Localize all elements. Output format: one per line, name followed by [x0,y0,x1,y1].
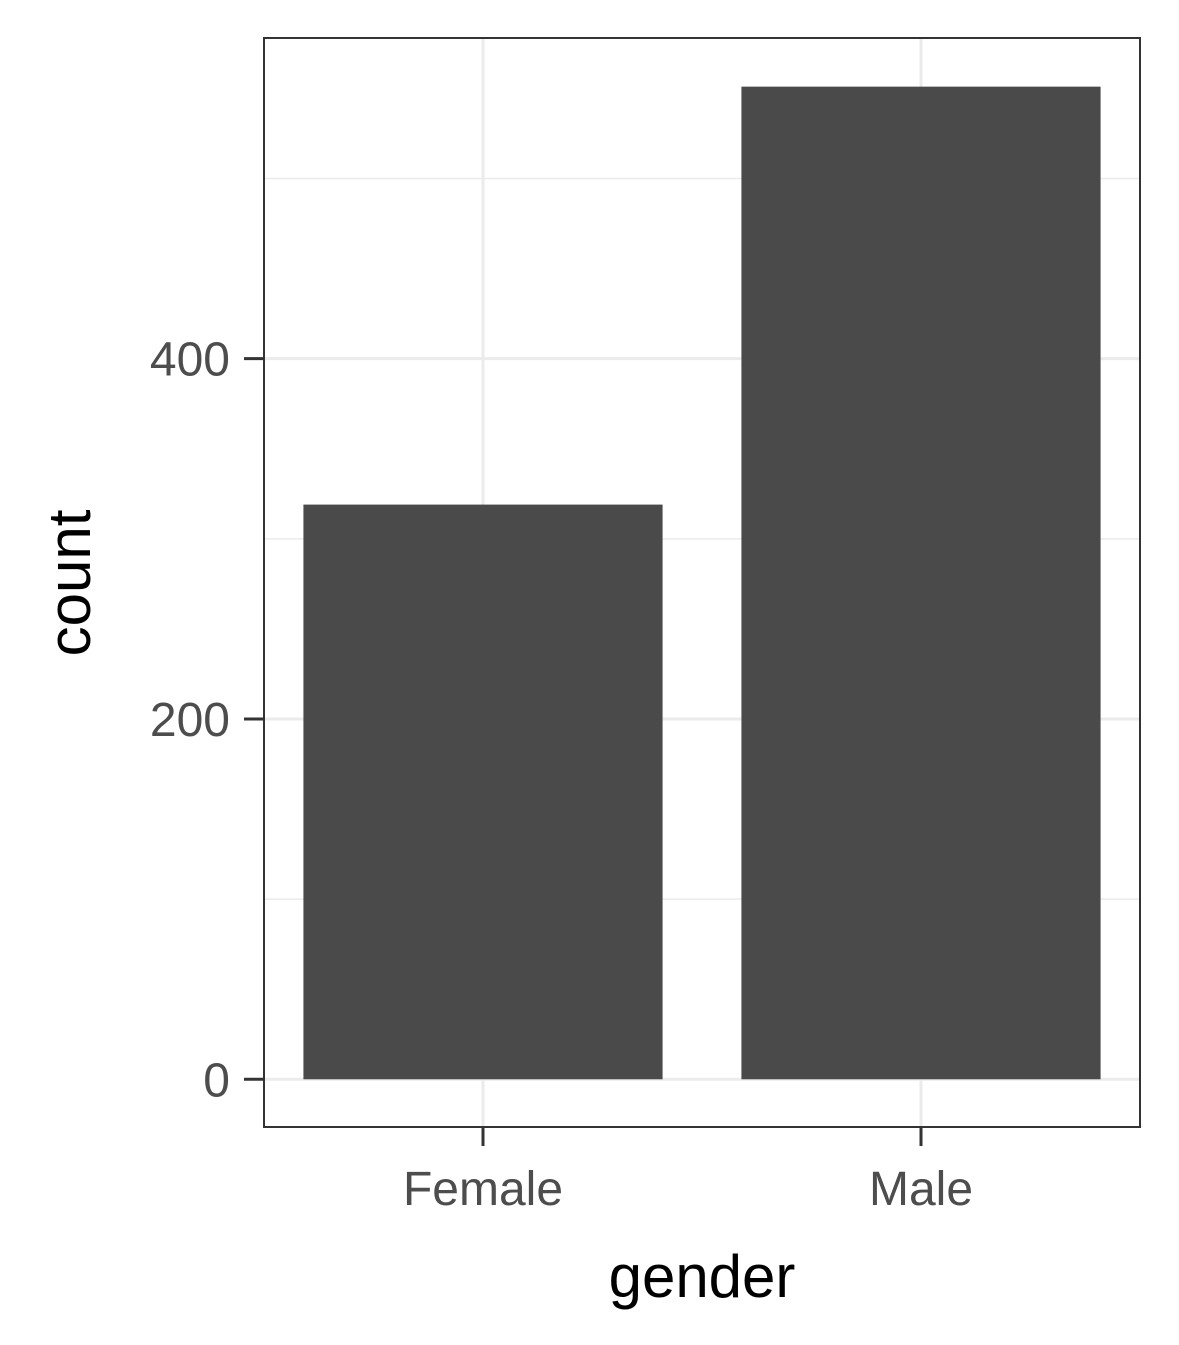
y-axis-title: count [36,509,103,656]
y-tick-label: 200 [150,694,230,747]
x-tick-label: Female [403,1163,563,1216]
bars [303,86,1101,1080]
bar-female [303,504,663,1080]
bar-male [741,86,1101,1080]
axis-ticks: 0 200 400 Female Male [150,334,973,1216]
panel-border [263,37,1141,1128]
y-tick-label: 0 [203,1054,230,1107]
y-tick-label: 400 [150,334,230,387]
x-axis-title: gender [609,1243,796,1310]
x-tick-label: Male [869,1163,973,1216]
